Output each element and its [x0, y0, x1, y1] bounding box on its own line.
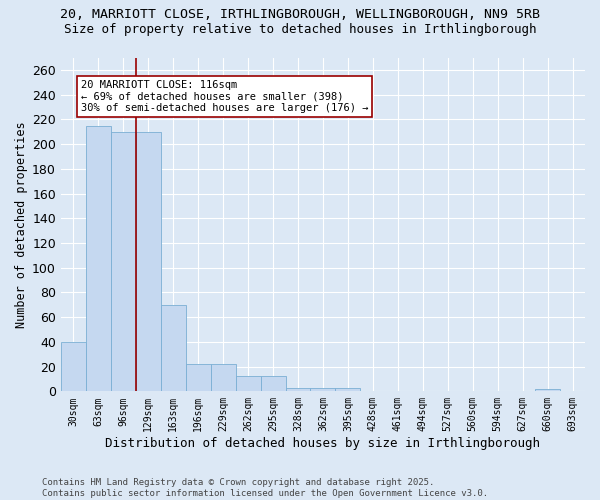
Bar [211, 364, 236, 392]
Text: Size of property relative to detached houses in Irthlingborough: Size of property relative to detached ho… [64, 22, 536, 36]
Bar [535, 389, 560, 392]
Bar [236, 376, 260, 392]
Bar [61, 342, 86, 392]
X-axis label: Distribution of detached houses by size in Irthlingborough: Distribution of detached houses by size … [106, 437, 541, 450]
Bar [161, 305, 185, 392]
Bar [310, 388, 335, 392]
Text: 20, MARRIOTT CLOSE, IRTHLINGBOROUGH, WELLINGBOROUGH, NN9 5RB: 20, MARRIOTT CLOSE, IRTHLINGBOROUGH, WEL… [60, 8, 540, 20]
Text: 20 MARRIOTT CLOSE: 116sqm
← 69% of detached houses are smaller (398)
30% of semi: 20 MARRIOTT CLOSE: 116sqm ← 69% of detac… [81, 80, 368, 113]
Bar [286, 388, 310, 392]
Bar [185, 364, 211, 392]
Text: Contains HM Land Registry data © Crown copyright and database right 2025.
Contai: Contains HM Land Registry data © Crown c… [42, 478, 488, 498]
Bar [86, 126, 111, 392]
Bar [335, 388, 361, 392]
Bar [136, 132, 161, 392]
Bar [111, 132, 136, 392]
Y-axis label: Number of detached properties: Number of detached properties [15, 121, 28, 328]
Bar [260, 376, 286, 392]
